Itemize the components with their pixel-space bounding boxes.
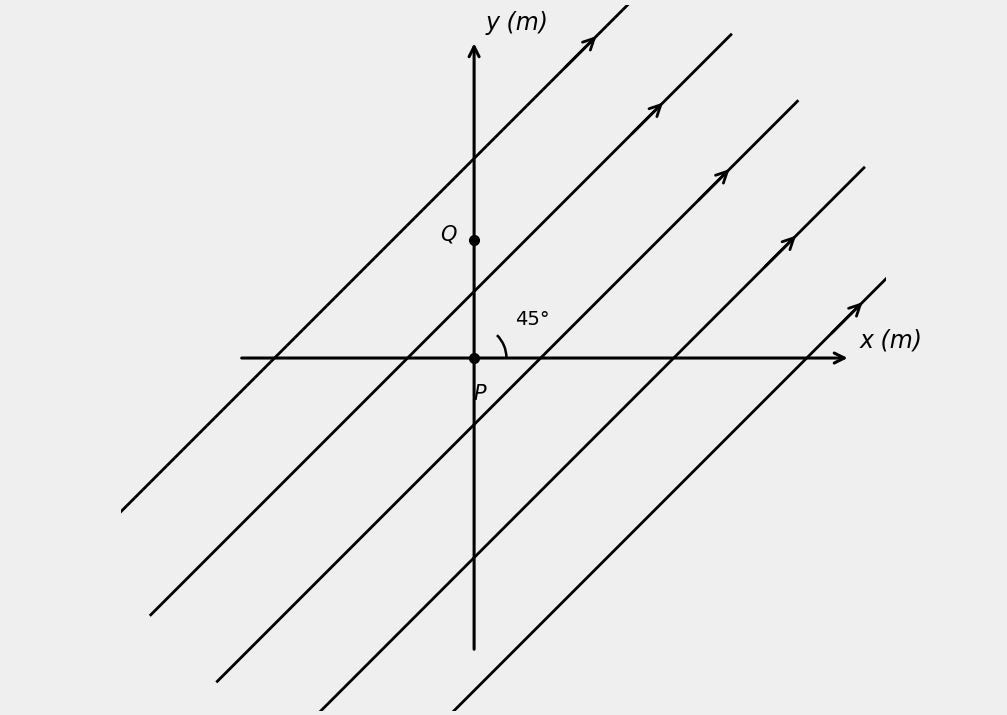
Text: P: P [473, 384, 486, 404]
Text: x (m): x (m) [860, 328, 922, 352]
Text: y (m): y (m) [485, 11, 549, 34]
Text: 45°: 45° [516, 310, 550, 329]
Text: Q: Q [440, 225, 456, 245]
